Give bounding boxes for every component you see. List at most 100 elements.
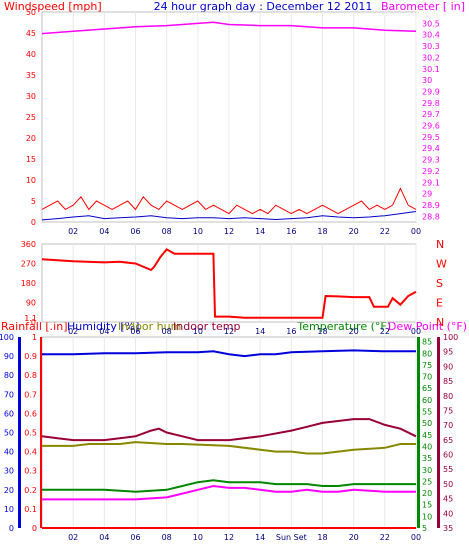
temperature-tick-label: 70 [422,373,432,382]
temperature-tick-label: 5 [422,524,427,533]
windspeed-tick-label: 25 [26,113,36,122]
indoor-hum-line [42,441,416,455]
barometer-tick-label: 29 [422,190,432,199]
barometer-axis-label: Barometer [ in] [381,0,465,13]
windspeed-tick-label: 5 [31,197,36,206]
temperature-tick-label: 20 [422,489,432,498]
dew-point-header: Dew Point (°F) [388,320,467,333]
barometer-tick-label: 30.2 [422,53,440,62]
dew-point-tick-label: 65 [443,436,453,445]
x-tick-label: 00 [411,327,421,336]
x-tick-label: 12 [224,533,234,542]
x-tick-label: 02 [68,327,78,336]
rain-axis-bar [40,337,42,528]
dew-point-tick-label: 35 [443,524,453,533]
x-tick-label: 14 [255,327,265,336]
rain-tick-label: 1.1 [24,314,37,323]
x-tick-label: 22 [380,227,390,236]
barometer-tick-label: 29.5 [422,133,440,142]
dew-axis-bar [437,337,440,528]
x-tick-label: 14 [255,227,265,236]
chart-title: 24 hour graph day : December 12 2011 [154,0,373,13]
humidity-tick-label: 70 [4,390,14,399]
direction-tick-label: 270 [21,260,36,269]
barometer-tick-label: 30.4 [422,31,440,40]
windspeed-tick-label: 20 [26,134,36,143]
x-tick-label: 12 [224,227,234,236]
temperature-tick-label: 80 [422,349,432,358]
barometer-line [41,21,417,35]
direction-tick-label: 360 [21,240,36,249]
humidity-tick-label: 50 [4,429,14,438]
dew-point-tick-label: 60 [443,451,453,460]
dew-point-tick-label: 70 [443,421,453,430]
humidity-tick-label: 100 [0,333,14,342]
temperature-tick-label: 30 [422,466,432,475]
direction-tick-label: 180 [21,279,36,288]
x-tick-label: 20 [349,227,359,236]
temperature-tick-label: 40 [422,442,432,451]
wind-gust-line [41,187,417,215]
x-tick-label: 00 [411,533,421,542]
windspeed-tick-label: 30 [26,92,36,101]
temperature-tick-label: 60 [422,396,432,405]
dew-point-tick-label: 50 [443,480,453,489]
dew-point-tick-label: 75 [443,406,453,415]
wind-direction-line [41,248,417,319]
rain-tick-label: 0.2 [24,486,37,495]
x-tick-label: 20 [349,327,359,336]
x-tick-label: 08 [162,327,172,336]
x-tick-label: 10 [193,227,203,236]
temperature-tick-label: 85 [422,338,432,347]
temperature-tick-label: 15 [422,501,432,510]
x-tick-label: 20 [349,533,359,542]
rain-tick-label: 0.9 [24,352,37,361]
temperature-tick-label: 55 [422,408,432,417]
rain-tick-label: 0.4 [24,448,37,457]
humidity-tick-label: 0 [9,524,14,533]
temperature-tick-label: 50 [422,419,432,428]
humidity-tick-label: 20 [4,486,14,495]
dew-point-tick-label: 45 [443,495,453,504]
dew-point-tick-label: 90 [443,362,453,371]
x-tick-label: 18 [317,533,327,542]
windspeed-tick-label: 15 [26,155,36,164]
x-tick-label: 18 [317,327,327,336]
windspeed-tick-label: 45 [26,29,36,38]
rain-tick-label: 1 [32,333,37,342]
barometer-tick-label: 28.9 [422,201,440,210]
direction-tick-label: 0 [31,318,36,327]
humidity-tick-label: 10 [4,505,14,514]
humidity-tick-label: 80 [4,371,14,380]
humidity-line [42,349,416,358]
barometer-tick-label: 29.3 [422,156,440,165]
temperature-line [42,479,416,493]
compass-label: W [436,258,447,271]
x-tick-label: 04 [99,327,109,336]
x-tick-label: 02 [68,227,78,236]
dew-point-tick-label: 80 [443,392,453,401]
x-tick-label: 22 [380,327,390,336]
windspeed-tick-label: 50 [26,8,36,17]
x-tick-label: Sun Set [276,533,307,542]
barometer-tick-label: 29.7 [422,110,440,119]
x-tick-label: 08 [162,227,172,236]
windspeed-axis-label: Windspeed [mph] [4,0,102,13]
temperature-tick-label: 65 [422,384,432,393]
compass-label: N [436,316,444,329]
barometer-tick-label: 29.2 [422,167,440,176]
compass-label: E [436,297,443,310]
dew-point-tick-label: 55 [443,465,453,474]
windspeed-tick-label: 0 [31,218,36,227]
rain-tick-label: 0.5 [24,429,37,438]
barometer-tick-label: 30.1 [422,65,440,74]
humidity-tick-label: 40 [4,448,14,457]
humidity-tick-label: 60 [4,409,14,418]
rain-tick-label: 0.1 [24,505,37,514]
barometer-tick-label: 29.4 [422,144,440,153]
x-tick-label: 04 [99,533,109,542]
humidity-tick-label: 30 [4,467,14,476]
x-tick-label: 02 [68,533,78,542]
barometer-tick-label: 30.3 [422,42,440,51]
